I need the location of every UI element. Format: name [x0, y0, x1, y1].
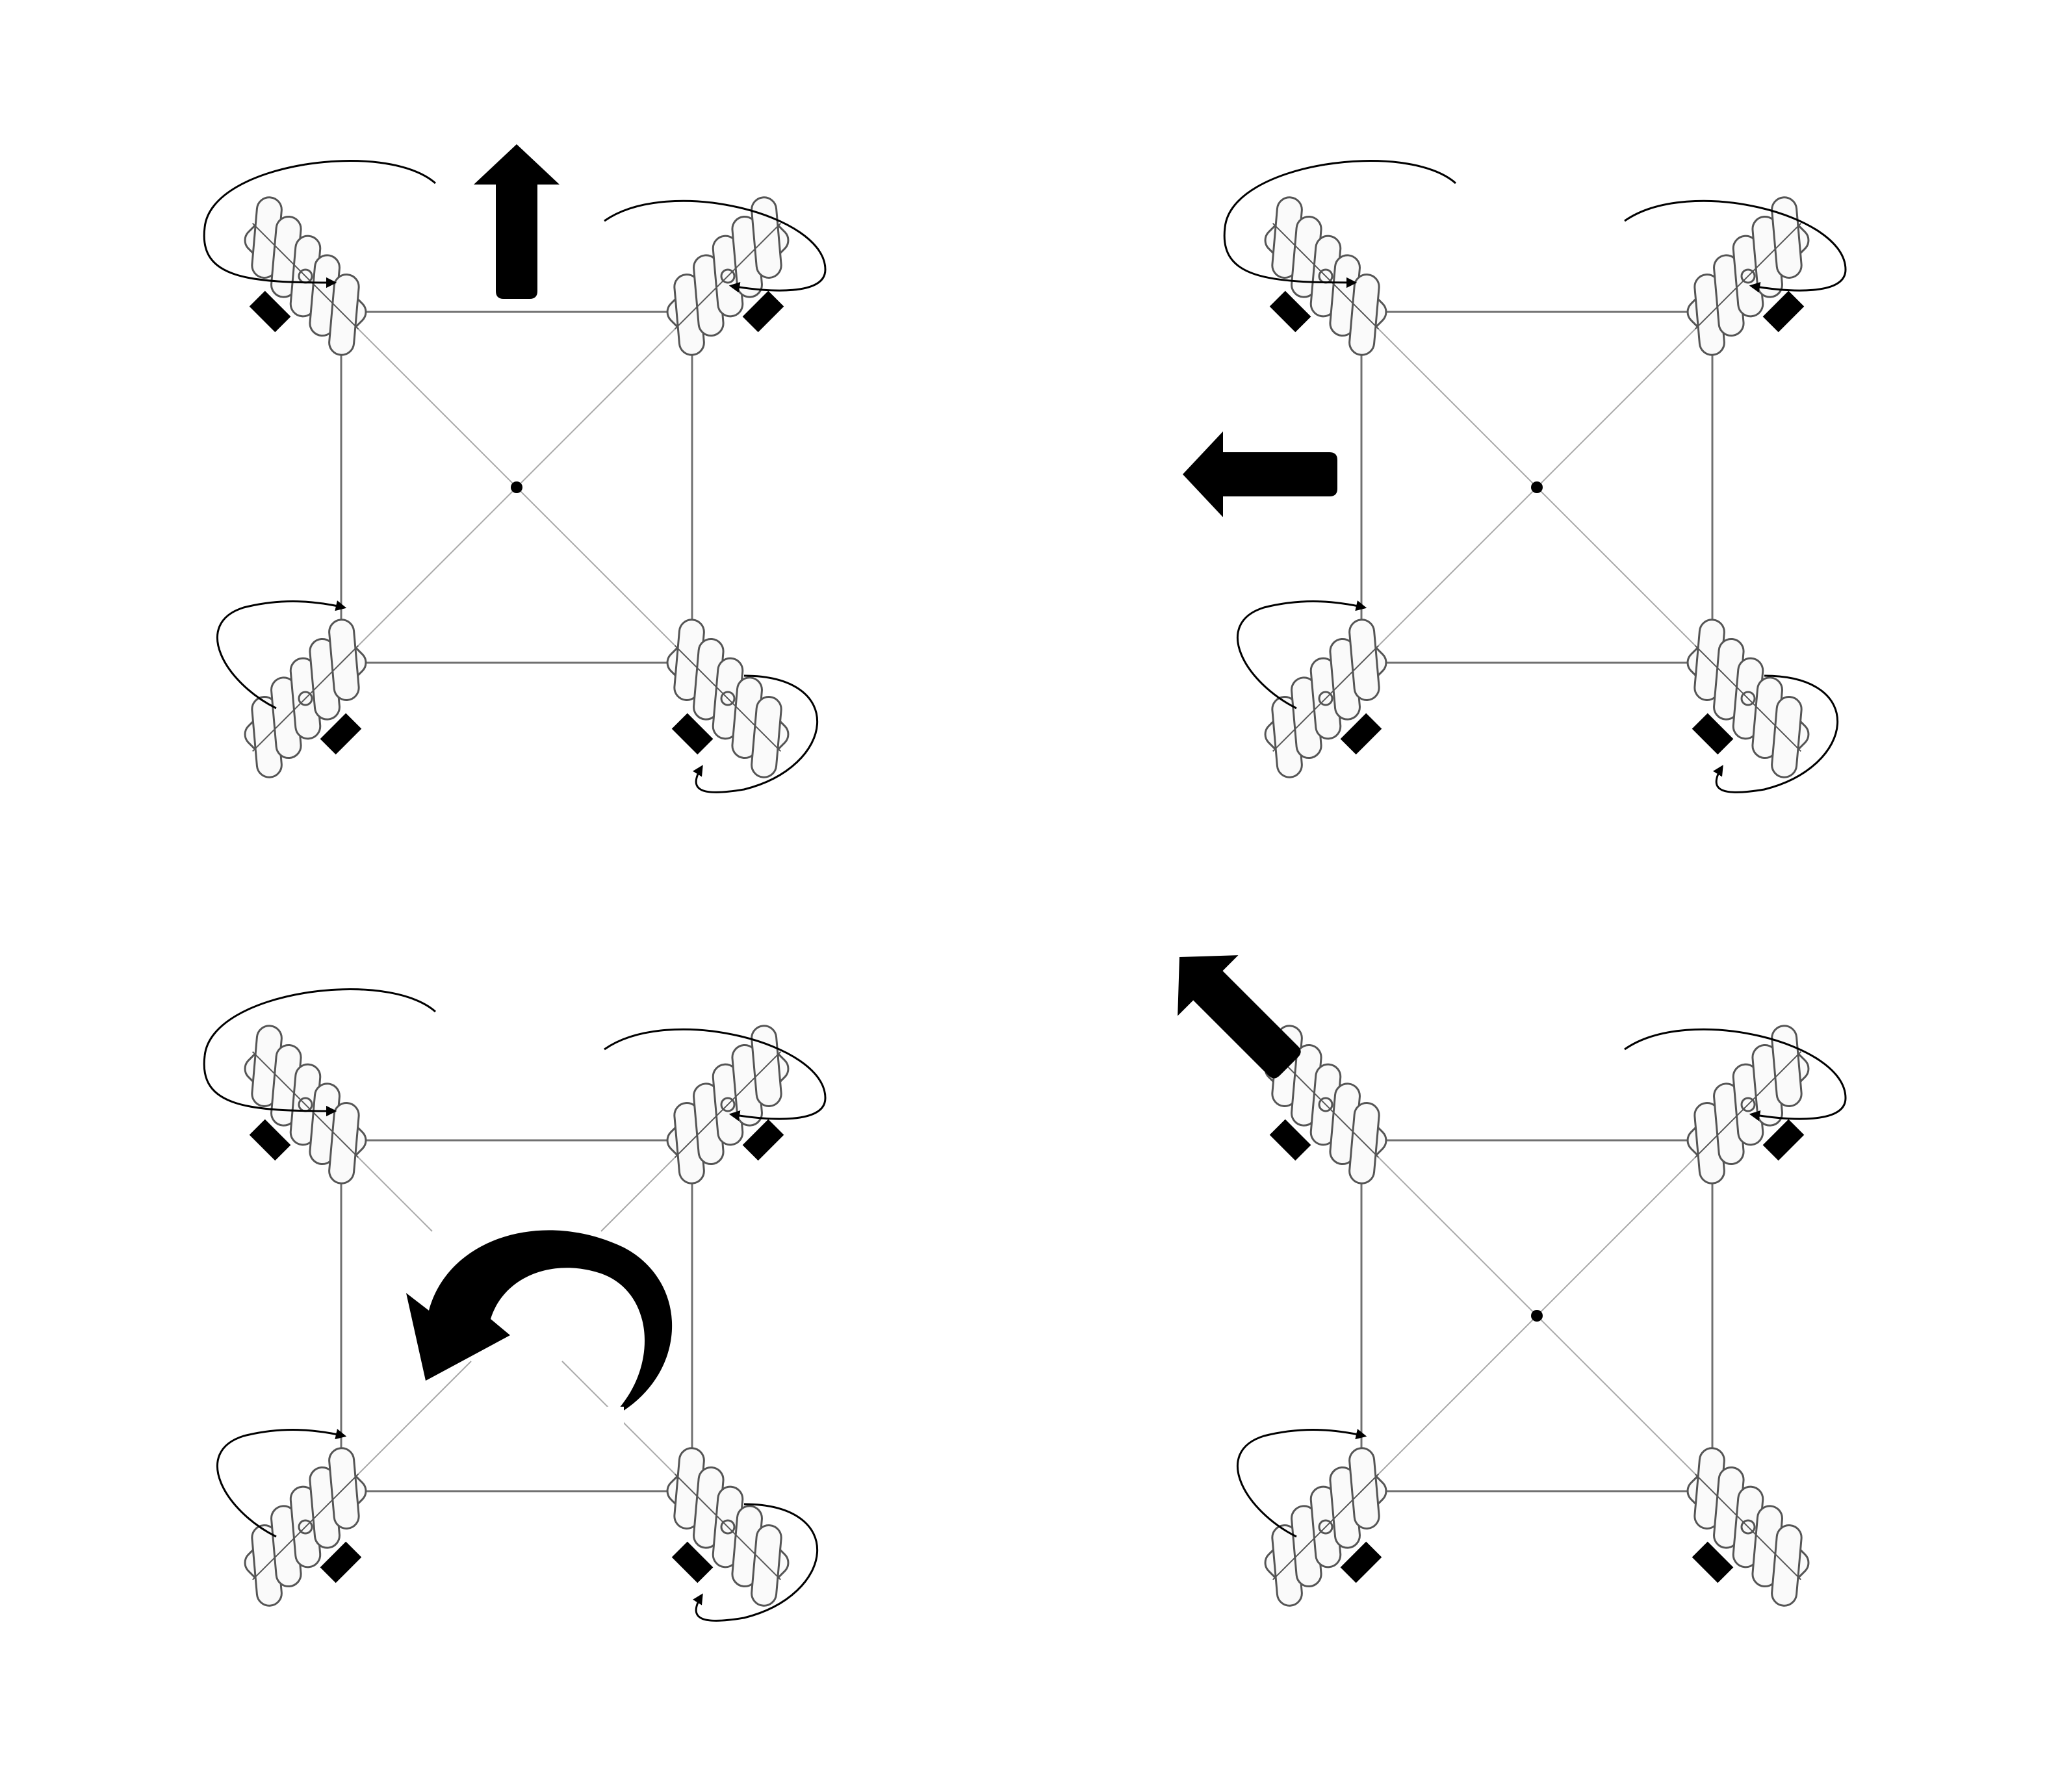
wheel-axle-line [251, 222, 359, 330]
wheel-front-right [1686, 196, 1810, 356]
wheel-mount [249, 290, 291, 333]
center-point [511, 481, 522, 493]
rotation-arrow-bottom-left [216, 600, 347, 710]
wheel-center [1740, 268, 1756, 284]
wheel-front-left [244, 1025, 367, 1184]
wheel-rear-left [244, 619, 367, 778]
wheel-axle-line [1694, 1051, 1802, 1158]
wheel-front-left [1264, 196, 1387, 356]
wheel-center [298, 691, 313, 706]
arrow-left-icon [1183, 431, 1337, 517]
rotation-arrow-top-left [203, 988, 436, 1117]
wheel-axle-line [674, 1051, 782, 1158]
rotation-arrow-top-right [1624, 199, 1847, 293]
wheel-mount [320, 713, 362, 755]
rotation-arrow-bottom-left [1236, 600, 1367, 710]
wheel-center [298, 1097, 313, 1112]
wheel-mount [742, 290, 784, 333]
rotation-arrow-top-left [203, 160, 436, 288]
wheel-center [1318, 1097, 1333, 1112]
wheel-center [720, 691, 736, 706]
wheel-center [298, 1519, 313, 1535]
wheel-mount [249, 1119, 291, 1161]
wheel-mount [1269, 1119, 1311, 1161]
wheel-front-right [1686, 1025, 1810, 1184]
wheel-mount [742, 1119, 784, 1161]
frame-diagonal [561, 1361, 693, 1492]
wheel-mount [1692, 713, 1734, 755]
wheel-center [720, 1097, 736, 1112]
wheel-center [720, 1519, 736, 1535]
wheel-mount [1762, 290, 1805, 333]
wheel-rear-left [244, 1447, 367, 1607]
wheel-mount [1340, 713, 1382, 755]
panel-rotate-ccw [203, 988, 827, 1622]
wheel-axle-line [1694, 1473, 1802, 1581]
wheel-axle-line [674, 222, 782, 330]
rotation-arrow-bottom-left [1236, 1429, 1367, 1538]
wheel-axle-line [1272, 645, 1380, 752]
wheel-mount [1692, 1541, 1734, 1583]
rotation-arrow-bottom-right [1713, 674, 1838, 793]
wheel-rear-right [666, 619, 790, 778]
rotation-arrow-bottom-left [216, 1429, 347, 1538]
wheel-front-right [666, 1025, 790, 1184]
rotation-arrow-top-right [604, 1028, 827, 1121]
panel-forward [203, 144, 827, 793]
chassis-frame [1360, 1139, 1714, 1492]
wheel-front-right [666, 196, 790, 356]
wheel-center [1318, 268, 1333, 284]
wheel-mount [1269, 290, 1311, 333]
wheel-center [1740, 1097, 1756, 1112]
frame-diagonal [341, 1361, 472, 1492]
wheel-mount [320, 1541, 362, 1583]
rotation-arrow-bottom-right [693, 1503, 818, 1622]
rotation-arrow-top-right [604, 199, 827, 293]
wheel-center [720, 268, 736, 284]
arrow-up-icon [474, 144, 560, 299]
rotation-arrow-bottom-right [693, 674, 818, 793]
wheel-center [1318, 691, 1333, 706]
arrow-up-left-icon [1178, 955, 1301, 1079]
wheel-axle-line [674, 1473, 782, 1581]
wheel-axle-line [251, 1051, 359, 1158]
center-point [1531, 481, 1543, 493]
arrow-up-left-shape [1178, 955, 1301, 1079]
wheel-axle-line [251, 645, 359, 752]
wheel-center [1740, 691, 1756, 706]
wheel-rear-right [666, 1447, 790, 1607]
rotate-ccw-icon [406, 1230, 673, 1420]
wheel-axle-line [1272, 222, 1380, 330]
wheel-front-left [1264, 1025, 1387, 1184]
center-point [1531, 1310, 1543, 1322]
wheel-mount [1340, 1541, 1382, 1583]
wheel-axle-line [1272, 1051, 1380, 1158]
wheel-mount [1762, 1119, 1805, 1161]
rotation-arrow-top-left [1223, 160, 1456, 288]
panel-strafe-left [1183, 160, 1847, 793]
chassis-frame [1360, 311, 1714, 664]
chassis-frame [340, 1139, 693, 1492]
wheel-axle-line [1694, 645, 1802, 752]
wheel-axle-line [1694, 222, 1802, 330]
wheel-rear-left [1264, 619, 1387, 778]
wheel-mount [671, 713, 714, 755]
wheel-center [298, 268, 313, 284]
wheel-axle-line [251, 1473, 359, 1581]
wheel-rear-right [1686, 619, 1810, 778]
wheel-axle-line [1272, 1473, 1380, 1581]
chassis-frame [340, 311, 693, 664]
rotation-arrow-top-right [1624, 1028, 1847, 1121]
wheel-center [1740, 1519, 1756, 1535]
wheel-rear-left [1264, 1447, 1387, 1607]
wheel-mount [671, 1541, 714, 1583]
wheel-center [1318, 1519, 1333, 1535]
wheel-axle-line [674, 645, 782, 752]
panel-diagonal-front-left [1178, 955, 1847, 1607]
wheel-front-left [244, 196, 367, 356]
wheel-rear-right [1686, 1447, 1810, 1607]
rotate-icon-gap [552, 1407, 624, 1433]
